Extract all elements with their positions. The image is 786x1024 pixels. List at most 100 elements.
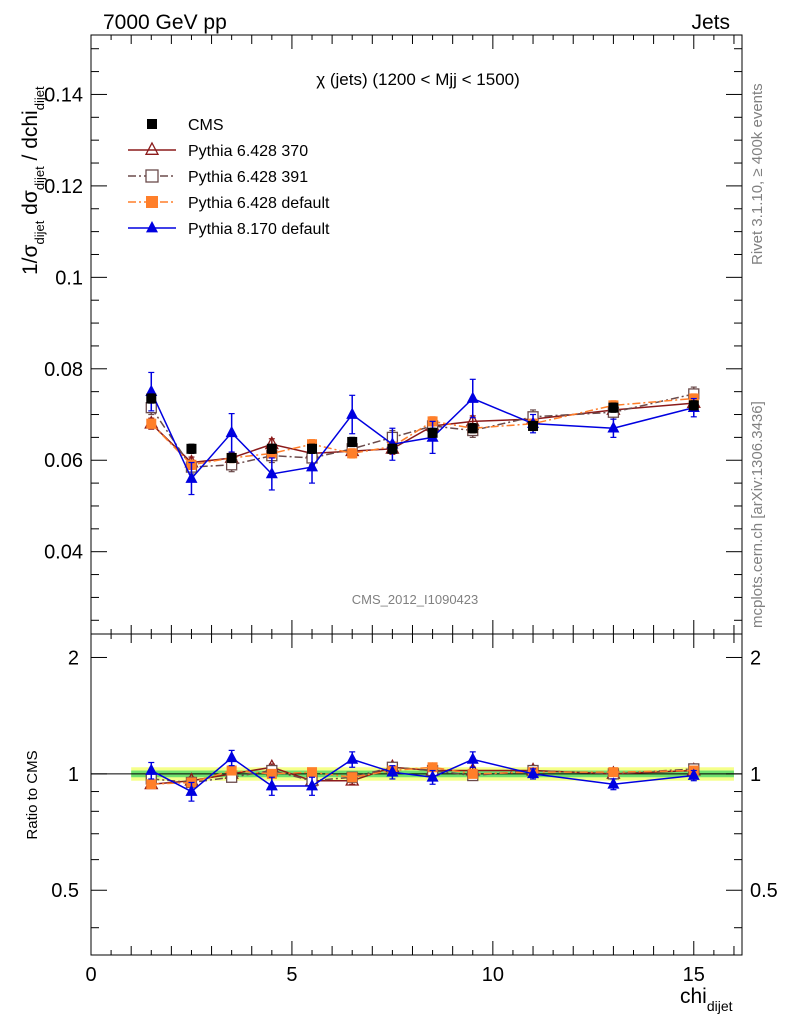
legend-label: Pythia 8.170 default xyxy=(188,221,330,238)
main-y-tick-label: 0.08 xyxy=(44,359,83,381)
analysis-label: CMS_2012_I1090423 xyxy=(352,592,479,607)
main-y-tick-label: 0.12 xyxy=(44,176,83,198)
series-line-pythia-6-428-391 xyxy=(151,766,694,784)
legend-entry-pythia-6-428-370: Pythia 6.428 370 xyxy=(128,141,308,160)
data-point xyxy=(528,420,539,431)
legend-label: Pythia 6.428 391 xyxy=(188,169,308,186)
ratio-y-tick-label: 0.5 xyxy=(51,880,79,902)
header-left: 7000 GeV pp xyxy=(103,11,227,34)
x-tick-label: 0 xyxy=(85,964,96,986)
data-point xyxy=(226,765,237,776)
data-point xyxy=(427,427,438,438)
data-point xyxy=(146,393,157,404)
ylabel-part-a: 1/σ xyxy=(19,244,42,275)
data-point xyxy=(427,762,438,773)
main-y-tick-label: 0.1 xyxy=(55,267,83,289)
ylabel-sub-b: dijet xyxy=(32,166,47,190)
xlabel-sub: dijet xyxy=(707,998,733,1014)
series-line-pythia-8-170-default xyxy=(150,756,694,793)
ratio-y-tick-label-right: 1 xyxy=(750,764,761,786)
ratio-y-axis-label: Ratio to CMS xyxy=(24,750,41,839)
legend-marker xyxy=(144,141,160,155)
data-point xyxy=(467,423,478,434)
series-line-pythia-6-428-default xyxy=(150,397,694,466)
legend-label: Pythia 6.428 370 xyxy=(188,143,308,160)
plot-title: χ (jets) (1200 < Mjj < 1500) xyxy=(316,70,520,89)
data-point xyxy=(347,436,358,447)
ratio-y-tick-label: 2 xyxy=(68,647,79,669)
data-point xyxy=(145,763,158,775)
ratio-y-tick-label-right: 0.5 xyxy=(750,880,778,902)
data-point xyxy=(306,779,319,791)
x-axis-label: chidijet xyxy=(680,985,733,1014)
main-data-layer xyxy=(144,371,701,496)
data-point xyxy=(688,400,699,411)
legend-marker xyxy=(145,169,159,183)
series-line-pythia-8-170-default xyxy=(150,391,694,480)
data-point xyxy=(608,402,619,413)
main-axis-ticks: 0.04 0.06 0.08 0.1 0.12 0.14 xyxy=(44,35,742,634)
series-line-pythia-6-428-default xyxy=(151,766,694,785)
legend-marker xyxy=(147,119,157,129)
x-tick-label: 15 xyxy=(683,964,705,986)
data-point xyxy=(266,768,277,779)
data-point xyxy=(306,460,319,472)
ratio-frame xyxy=(90,633,743,956)
main-y-axis-label: 1/σdijet dσdijet / dchidijet xyxy=(19,86,47,275)
data-point xyxy=(426,770,439,782)
legend-label: Pythia 6.428 default xyxy=(188,195,330,212)
x-tick-label: 10 xyxy=(482,964,504,986)
series-line-pythia-6-428-391 xyxy=(150,393,694,468)
data-point xyxy=(466,391,479,403)
data-point xyxy=(307,767,318,778)
ylabel-part-c: / dchi xyxy=(19,110,42,166)
data-point xyxy=(225,425,238,438)
legend-label: CMS xyxy=(188,117,224,134)
ylabel-sub-a: dijet xyxy=(32,220,47,244)
main-panel: 0.04 0.06 0.08 0.1 0.12 0.14 χ (jets) (1200 <… xyxy=(19,34,743,635)
data-point xyxy=(386,765,399,777)
data-point xyxy=(225,750,238,763)
data-point xyxy=(185,784,198,796)
legend-marker xyxy=(146,196,158,208)
series-cms xyxy=(146,393,699,464)
legend-entry-pythia-6-428-391: Pythia 6.428 391 xyxy=(128,169,308,186)
data-point xyxy=(146,779,157,790)
data-point xyxy=(608,767,619,778)
data-point xyxy=(265,466,278,479)
series-pythia-8-170-default xyxy=(145,749,700,802)
series-pythia-8-170-default xyxy=(145,371,700,496)
data-point xyxy=(607,777,620,789)
data-point xyxy=(226,452,237,463)
rivet-label: Rivet 3.1.10, ≥ 400k events xyxy=(749,83,766,265)
main-y-tick-label: 0.04 xyxy=(44,542,83,564)
data-point xyxy=(307,443,318,454)
series-line-pythia-6-428-370 xyxy=(151,766,694,785)
x-tick-label: 5 xyxy=(286,964,297,986)
data-point xyxy=(466,752,479,764)
legend-marker xyxy=(146,220,158,233)
ratio-y-tick-label: 1 xyxy=(68,764,79,786)
data-point xyxy=(527,766,540,779)
data-point xyxy=(266,443,277,454)
data-point xyxy=(467,768,478,779)
data-point xyxy=(146,418,157,429)
legend-entry-pythia-6-428-default: Pythia 6.428 default xyxy=(128,195,330,212)
mcplots-label: mcplots.cern.ch [arXiv:1306.3436] xyxy=(749,401,766,628)
legend: CMS Pythia 6.428 370 Pythia 6.428 391 Pythi… xyxy=(128,117,330,238)
legend-entry-cms: CMS xyxy=(147,117,224,134)
ylabel-sub-c: dijet xyxy=(32,86,47,110)
data-point xyxy=(346,407,359,419)
data-point xyxy=(185,471,198,483)
data-point xyxy=(687,768,700,780)
ratio-axis-ticks: 0 5 10 15 0.5 0.5 1 1 2 2 xyxy=(51,634,778,986)
main-y-tick-label: 0.14 xyxy=(44,84,83,106)
data-point xyxy=(347,772,358,783)
data-point xyxy=(186,443,197,454)
legend-entry-pythia-8-170-default: Pythia 8.170 default xyxy=(128,220,330,238)
ylabel-part-b: dσ xyxy=(19,190,42,221)
data-point xyxy=(347,448,358,459)
main-y-tick-label: 0.06 xyxy=(44,450,83,472)
xlabel-main: chi xyxy=(680,985,707,1008)
